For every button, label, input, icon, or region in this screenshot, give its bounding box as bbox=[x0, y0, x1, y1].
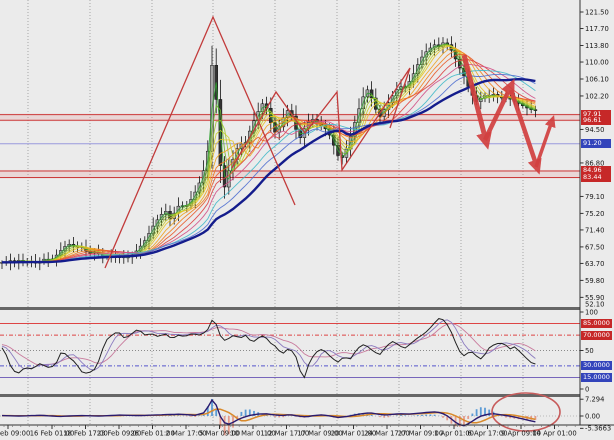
price-tick-label: 117.70 bbox=[585, 25, 609, 33]
price-tick-label: 55.90 bbox=[585, 294, 604, 302]
panel-separator[interactable] bbox=[0, 394, 580, 397]
oscillator-level-badge: 70.0000 bbox=[581, 330, 612, 340]
support-resistance-band bbox=[0, 169, 580, 179]
price-level-badge: 91.20 bbox=[581, 139, 611, 149]
price-level-badge: 84.96 bbox=[581, 166, 611, 176]
time-tick-label: 5 Mar 09:00 bbox=[199, 430, 240, 438]
oscillator-tick-label: 50 bbox=[585, 347, 594, 355]
time-tick-label: 9 Apr 09:00 bbox=[501, 430, 541, 438]
forecast-arrow[interactable] bbox=[508, 89, 542, 175]
forecast-arrow[interactable] bbox=[482, 78, 515, 141]
slow-ma-line bbox=[2, 77, 536, 264]
macd-tick-label: 7.294 bbox=[585, 396, 604, 404]
time-tick-label: 18 Feb 17:00 bbox=[63, 430, 108, 438]
oscillator-level-badge: 85.0000 bbox=[581, 319, 612, 329]
price-tick-label: 79.10 bbox=[585, 193, 604, 201]
panel-separator[interactable] bbox=[0, 307, 580, 310]
time-tick-label: 26 Feb 01:00 bbox=[130, 430, 175, 438]
forecast-arrow[interactable] bbox=[461, 54, 492, 150]
oscillator-tick-label: 100 bbox=[585, 308, 598, 316]
price-tick-label: 121.50 bbox=[585, 8, 609, 16]
time-tick-label: 14 Apr 01:00 bbox=[532, 430, 576, 438]
annotation-ellipse[interactable] bbox=[491, 392, 561, 432]
trendline[interactable] bbox=[104, 15, 296, 269]
time-tick-label: 20 Mar 01:00 bbox=[331, 430, 376, 438]
oscillator-signal2-line bbox=[1, 323, 536, 366]
trendline[interactable] bbox=[231, 67, 411, 172]
time-tick-label: 13 Feb 09:00 bbox=[0, 430, 30, 438]
macd-tick-label: -5.3663 bbox=[585, 425, 611, 433]
time-tick-label: 23 Feb 09:00 bbox=[97, 430, 142, 438]
oscillator-tick-label: 0 bbox=[585, 385, 589, 393]
rainbow-ma-ribbon bbox=[1, 43, 536, 264]
candlestick-series bbox=[0, 36, 538, 271]
price-tick-label: 94.50 bbox=[585, 126, 604, 134]
time-tick-label: 17 Mar 09:00 bbox=[297, 430, 342, 438]
forecast-arrow[interactable] bbox=[534, 115, 556, 168]
oscillator-level-badge: 15.0000 bbox=[581, 372, 612, 382]
time-tick-label: 6 Apr 17:00 bbox=[468, 430, 508, 438]
time-tick-label: 12 Mar 17:00 bbox=[264, 430, 309, 438]
price-tick-label: 113.80 bbox=[585, 42, 609, 50]
time-tick-label: 10 Mar 01:00 bbox=[230, 430, 275, 438]
price-tick-label: 102.20 bbox=[585, 92, 609, 100]
oscillator-signal-line bbox=[1, 319, 536, 371]
time-tick-label: 2 Mar 17:00 bbox=[165, 430, 206, 438]
price-level-badge: 83.44 bbox=[581, 173, 611, 183]
price-tick-label: 75.20 bbox=[585, 210, 604, 218]
time-tick-label: 24 Mar 17:00 bbox=[364, 430, 409, 438]
price-tick-label: 106.10 bbox=[585, 75, 609, 83]
price-tick-label: 52.10 bbox=[585, 300, 604, 308]
price-tick-label: 110.00 bbox=[585, 58, 609, 66]
macd-tick-label: 0.00 bbox=[585, 412, 600, 420]
price-tick-label: 71.40 bbox=[585, 226, 604, 234]
price-level-badge: 96.61 bbox=[581, 115, 611, 125]
macd-main-line bbox=[1, 398, 536, 427]
time-tick-label: 16 Feb 01:00 bbox=[30, 430, 75, 438]
oscillator-level-badge: 30.0000 bbox=[581, 361, 612, 371]
oscillator-main-line bbox=[1, 318, 536, 379]
price-tick-label: 86.80 bbox=[585, 159, 604, 167]
price-tick-label: 67.50 bbox=[585, 243, 604, 251]
price-level-badge: 97.91 bbox=[581, 110, 611, 120]
price-tick-label: 59.80 bbox=[585, 277, 604, 285]
price-tick-label: 63.70 bbox=[585, 260, 604, 268]
time-tick-label: 27 Mar 09:00 bbox=[398, 430, 443, 438]
time-tick-label: 1 Apr 01:00 bbox=[434, 430, 474, 438]
